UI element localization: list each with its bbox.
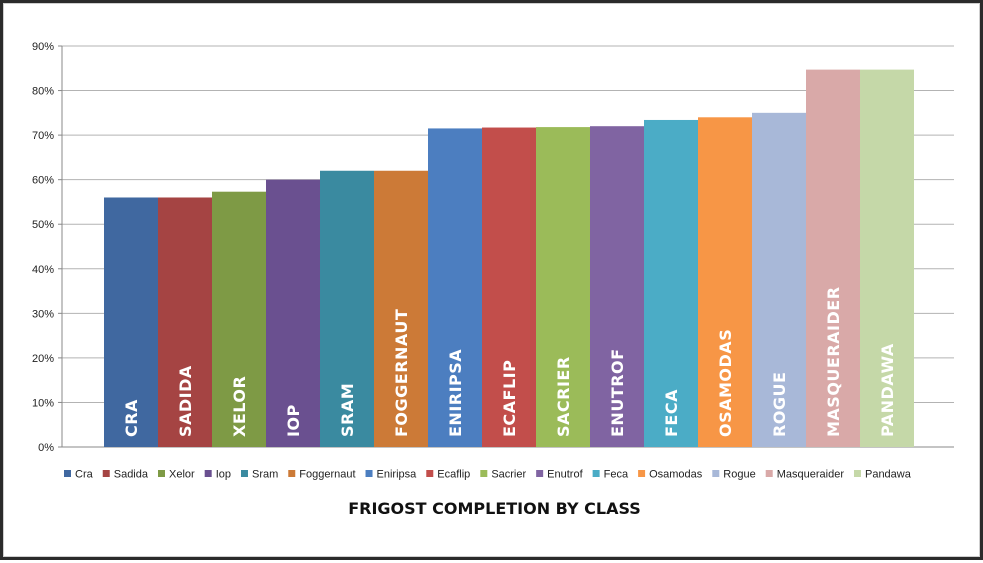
bar-label: FOGGERNAUT <box>392 309 411 437</box>
bar-label: SRAM <box>338 383 357 437</box>
legend-entry-sacrier: Sacrier <box>491 469 526 481</box>
bar-label: SADIDA <box>176 365 195 437</box>
legend-swatch <box>592 470 600 477</box>
legend-entry-cra: Cra <box>75 469 94 481</box>
bar-iop <box>266 179 320 447</box>
bar-label: MASQUERAIDER <box>824 286 843 437</box>
legend-swatch <box>765 470 773 477</box>
legend-swatch <box>64 470 71 477</box>
legend-swatch <box>102 470 110 477</box>
bar-label: OSAMODAS <box>716 329 735 437</box>
legend-swatch <box>638 470 646 477</box>
bar-rogue <box>752 112 806 447</box>
y-tick-label: 70% <box>32 130 54 142</box>
bar-masqueraider <box>806 69 860 447</box>
y-tick-label: 90% <box>32 41 54 53</box>
legend-swatch <box>480 470 488 477</box>
bar-cra <box>104 197 158 447</box>
legend-swatch <box>426 470 434 477</box>
bar-sacrier <box>536 127 590 447</box>
y-tick-label: 0% <box>38 442 54 454</box>
legend-entry-eniripsa: Eniripsa <box>377 469 418 481</box>
bar-eniripsa <box>428 128 482 447</box>
legend-swatch <box>712 470 720 477</box>
bar-label: ECAFLIP <box>500 360 519 437</box>
y-tick-label: 50% <box>32 219 54 231</box>
bar-label: PANDAWA <box>878 343 897 437</box>
bar-osamodas <box>698 117 752 448</box>
bar-feca <box>644 119 698 447</box>
y-tick-label: 60% <box>32 175 54 187</box>
legend-entry-feca: Feca <box>604 469 629 481</box>
legend-entry-ecaflip: Ecaflip <box>437 469 470 481</box>
bar-label: IOP <box>284 404 303 437</box>
bar-sadida <box>158 197 212 447</box>
y-tick-label: 10% <box>32 397 54 409</box>
legend-swatch <box>365 470 373 477</box>
y-tick-label: 30% <box>32 308 54 320</box>
bar-ecaflip <box>482 127 536 447</box>
legend-entry-enutrof: Enutrof <box>547 469 583 481</box>
legend-swatch <box>536 470 544 477</box>
legend-swatch <box>204 470 212 477</box>
y-tick-label: 20% <box>32 353 54 365</box>
bar-label: CRA <box>122 399 141 437</box>
legend-entry-foggernaut: Foggernaut <box>299 469 355 481</box>
bar-label: ROGUE <box>770 372 789 437</box>
legend-entry-iop: Iop <box>216 469 231 481</box>
legend-swatch <box>158 470 165 477</box>
legend-entry-masqueraider: Masqueraider <box>777 469 845 481</box>
bar-label: ENIRIPSA <box>446 349 465 437</box>
legend-entry-rogue: Rogue <box>723 469 755 481</box>
chart-title: FRIGOST COMPLETION BY CLASS <box>348 499 641 518</box>
bar-label: XELOR <box>230 376 249 437</box>
legend-entry-osamodas: Osamodas <box>649 469 703 481</box>
legend-swatch <box>288 470 296 477</box>
bar-label: SACRIER <box>554 356 573 437</box>
bar-pandawa <box>860 69 914 447</box>
legend-swatch <box>853 470 861 477</box>
bar-label: ENUTROF <box>608 348 627 437</box>
legend-swatch <box>240 470 248 477</box>
bar-enutrof <box>590 126 644 447</box>
bar-label: FECA <box>662 389 681 437</box>
bar-foggernaut <box>374 170 428 447</box>
legend-entry-sadida: Sadida <box>114 469 149 481</box>
bar-xelor <box>212 191 266 447</box>
bar-sram <box>320 170 374 447</box>
y-tick-label: 40% <box>32 264 54 276</box>
chart-plot: 0% 10% 20% 30% 40% 50% 60% 70% 80% 90% CRA SADIDA XE… <box>32 41 954 481</box>
legend-entry-sram: Sram <box>252 469 278 481</box>
y-tick-label: 80% <box>32 86 54 98</box>
legend-entry-pandawa: Pandawa <box>865 469 912 481</box>
legend-entry-xelor: Xelor <box>169 469 195 481</box>
